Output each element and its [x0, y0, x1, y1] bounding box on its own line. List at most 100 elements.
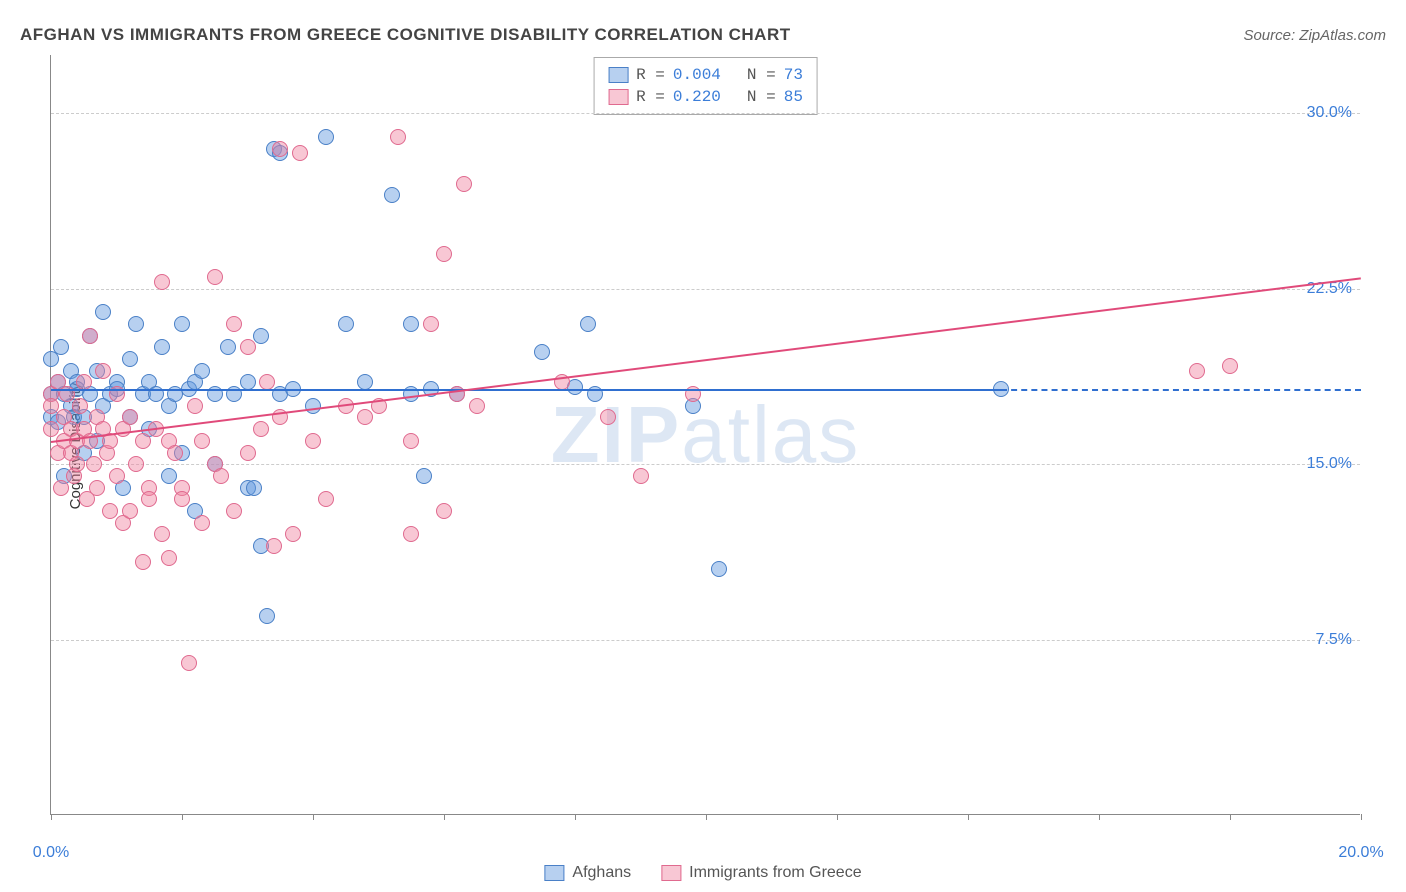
data-point — [456, 176, 472, 192]
data-point — [174, 316, 190, 332]
data-point — [220, 339, 236, 355]
data-point — [534, 344, 550, 360]
data-point — [436, 503, 452, 519]
data-point — [154, 339, 170, 355]
source-attribution: Source: ZipAtlas.com — [1243, 27, 1386, 44]
n-label: N = — [747, 88, 776, 106]
data-point — [161, 550, 177, 566]
x-tick — [837, 814, 838, 820]
data-point — [436, 246, 452, 262]
data-point — [109, 468, 125, 484]
data-point — [187, 398, 203, 414]
r-value-afghans: 0.004 — [673, 66, 721, 84]
data-point — [259, 608, 275, 624]
x-tick — [51, 814, 52, 820]
data-point — [181, 655, 197, 671]
data-point — [259, 374, 275, 390]
y-tick-label: 30.0% — [1307, 104, 1352, 122]
data-point — [53, 480, 69, 496]
data-point — [272, 141, 288, 157]
data-point — [89, 480, 105, 496]
data-point — [305, 398, 321, 414]
x-tick — [575, 814, 576, 820]
gridline — [51, 640, 1360, 641]
gridline — [51, 289, 1360, 290]
x-tick — [182, 814, 183, 820]
data-point — [122, 409, 138, 425]
y-tick-label: 15.0% — [1307, 455, 1352, 473]
data-point — [580, 316, 596, 332]
x-tick — [1099, 814, 1100, 820]
data-point — [122, 503, 138, 519]
data-point — [240, 339, 256, 355]
data-point — [128, 456, 144, 472]
data-point — [167, 445, 183, 461]
y-tick-label: 7.5% — [1316, 631, 1352, 649]
data-point — [226, 503, 242, 519]
x-tick — [968, 814, 969, 820]
data-point — [357, 409, 373, 425]
x-tick-label: 20.0% — [1338, 844, 1383, 862]
data-point — [213, 468, 229, 484]
legend-label-greece: Immigrants from Greece — [689, 864, 861, 882]
data-point — [285, 526, 301, 542]
scatter-chart: ZIPatlas R = 0.004 N = 73 R = 0.220 N = … — [50, 55, 1360, 815]
data-point — [69, 456, 85, 472]
data-point — [318, 491, 334, 507]
x-tick — [313, 814, 314, 820]
data-point — [194, 515, 210, 531]
data-point — [338, 316, 354, 332]
trend-line-extension — [1001, 389, 1361, 391]
gridline — [51, 464, 1360, 465]
data-point — [357, 374, 373, 390]
gridline — [51, 113, 1360, 114]
trend-line — [51, 277, 1361, 443]
swatch-afghans — [544, 865, 564, 881]
data-point — [292, 145, 308, 161]
x-tick — [444, 814, 445, 820]
data-point — [266, 538, 282, 554]
data-point — [207, 269, 223, 285]
data-point — [305, 433, 321, 449]
data-point — [53, 339, 69, 355]
data-point — [135, 433, 151, 449]
data-point — [141, 491, 157, 507]
data-point — [43, 421, 59, 437]
n-label: N = — [747, 66, 776, 84]
data-point — [1222, 358, 1238, 374]
r-label: R = — [636, 88, 665, 106]
data-point — [240, 374, 256, 390]
data-point — [390, 129, 406, 145]
n-value-afghans: 73 — [784, 66, 803, 84]
data-point — [95, 363, 111, 379]
data-point — [194, 363, 210, 379]
legend-item-afghans: Afghans — [544, 864, 631, 882]
data-point — [416, 468, 432, 484]
data-point — [403, 433, 419, 449]
n-value-greece: 85 — [784, 88, 803, 106]
data-point — [154, 274, 170, 290]
watermark: ZIPatlas — [551, 389, 860, 481]
data-point — [128, 316, 144, 332]
data-point — [469, 398, 485, 414]
data-point — [161, 468, 177, 484]
legend-label-afghans: Afghans — [572, 864, 631, 882]
data-point — [86, 456, 102, 472]
legend-item-greece: Immigrants from Greece — [661, 864, 861, 882]
x-tick — [706, 814, 707, 820]
data-point — [318, 129, 334, 145]
data-point — [633, 468, 649, 484]
page-title: AFGHAN VS IMMIGRANTS FROM GREECE COGNITI… — [20, 25, 791, 45]
data-point — [253, 328, 269, 344]
data-point — [253, 421, 269, 437]
swatch-greece — [661, 865, 681, 881]
x-tick-label: 0.0% — [33, 844, 69, 862]
trend-line — [51, 389, 1001, 391]
series-legend: Afghans Immigrants from Greece — [544, 864, 861, 882]
data-point — [711, 561, 727, 577]
data-point — [384, 187, 400, 203]
data-point — [154, 526, 170, 542]
data-point — [135, 554, 151, 570]
data-point — [95, 304, 111, 320]
stats-row-afghans: R = 0.004 N = 73 — [608, 64, 803, 86]
